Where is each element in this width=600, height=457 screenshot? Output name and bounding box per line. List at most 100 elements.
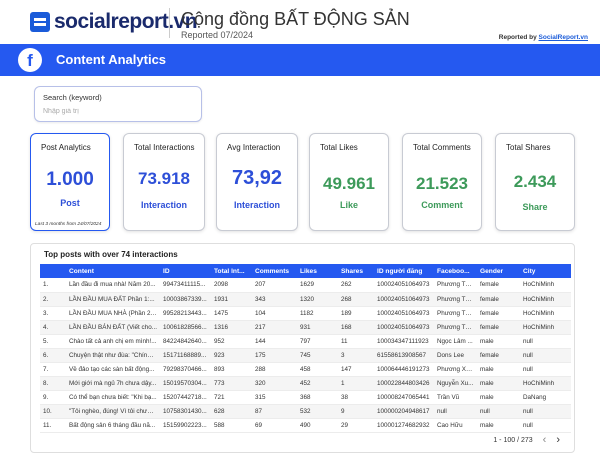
poster-id-cell: 61558613908567 bbox=[374, 348, 434, 363]
row-number: 7. bbox=[40, 362, 66, 377]
kpi-card-total-interactions[interactable]: Total Interactions 73.918 Interaction bbox=[123, 133, 205, 231]
kpi-card-total-shares[interactable]: Total Shares 2.434 Share bbox=[495, 133, 575, 231]
report-subtitle: Reported 07/2024 bbox=[181, 30, 254, 40]
top-posts-table: Content ID Total Int... Comments Likes S… bbox=[40, 264, 571, 433]
column-header-content[interactable]: Content bbox=[66, 264, 160, 278]
content-cell: Mới giới mà ngủ 7h chưa dậy... bbox=[66, 376, 160, 391]
kpi-card-post-analytics[interactable]: Post Analytics 1.000 Post Last 3 months … bbox=[30, 133, 110, 231]
poster-id-cell: 100024051064973 bbox=[374, 292, 434, 307]
city-cell: HoChiMinh bbox=[520, 306, 571, 321]
poster-id-cell: 100024051064973 bbox=[374, 278, 434, 293]
column-header-gender[interactable]: Gender bbox=[477, 264, 520, 278]
post-id-cell: 99528213443... bbox=[160, 306, 211, 321]
table-row[interactable]: 1. Lần đầu đi mua nhà! Năm 20... 994734111… bbox=[40, 278, 571, 293]
kpi-label: Post Analytics bbox=[41, 143, 91, 152]
kpi-value: 49.961 bbox=[323, 174, 375, 193]
logo-text: socialreport.vn bbox=[54, 10, 198, 33]
comments-cell: 343 bbox=[252, 292, 297, 307]
content-cell: "Tôi nghèo, đúng! Vì tôi chưa ... bbox=[66, 404, 160, 419]
column-header-poster-id[interactable]: ID người đăng bbox=[374, 264, 434, 278]
section-band: f Content Analytics bbox=[0, 44, 600, 76]
socialreport-logo[interactable]: socialreport.vn bbox=[30, 10, 198, 34]
gender-cell: female bbox=[477, 306, 520, 321]
shares-cell: 262 bbox=[338, 278, 374, 293]
comments-cell: 175 bbox=[252, 348, 297, 363]
column-header-id[interactable]: ID bbox=[160, 264, 211, 278]
city-cell: null bbox=[520, 418, 571, 433]
table-row[interactable]: 6. Chuyện thật như đùa: "Chính ... 1517116… bbox=[40, 348, 571, 363]
kpi-caption: Comment bbox=[421, 200, 463, 210]
column-header-city[interactable]: City bbox=[520, 264, 571, 278]
gender-cell: null bbox=[477, 404, 520, 419]
likes-cell: 452 bbox=[297, 376, 338, 391]
table-row[interactable]: 8. Mới giới mà ngủ 7h chưa dậy... 15019570… bbox=[40, 376, 571, 391]
kpi-label: Total Likes bbox=[320, 143, 358, 152]
kpi-card-total-comments[interactable]: Total Comments 21.523 Comment bbox=[402, 133, 482, 231]
top-posts-table-panel: Top posts with over 74 interactions Cont… bbox=[30, 243, 575, 453]
comments-cell: 288 bbox=[252, 362, 297, 377]
column-header-likes[interactable]: Likes bbox=[297, 264, 338, 278]
kpi-card-avg-interaction[interactable]: Avg Interaction 73,92 Interaction bbox=[216, 133, 298, 231]
shares-cell: 11 bbox=[338, 334, 374, 349]
poster-id-cell: 100022844803426 bbox=[374, 376, 434, 391]
total-interactions-cell: 952 bbox=[211, 334, 252, 349]
chevron-left-icon[interactable]: ‹ bbox=[542, 434, 547, 446]
table-row[interactable]: 7. Về đảo tạo các sàn bất động... 79298370… bbox=[40, 362, 571, 377]
post-id-cell: 15159902223... bbox=[160, 418, 211, 433]
gender-cell: female bbox=[477, 348, 520, 363]
table-title: Top posts with over 74 interactions bbox=[44, 250, 178, 259]
post-id-cell: 15019570304... bbox=[160, 376, 211, 391]
kpi-card-total-likes[interactable]: Total Likes 49.961 Like bbox=[309, 133, 389, 231]
facebook-name-cell: Phương Xu... bbox=[434, 362, 477, 377]
table-row[interactable]: 3. LẦN ĐẦU MUA NHÀ (Phần 2 : Đ... 99528213… bbox=[40, 306, 571, 321]
column-header-shares[interactable]: Shares bbox=[338, 264, 374, 278]
table-row[interactable]: 4. LẦN ĐẦU BÁN ĐẤT (Viết cho... 1006182856… bbox=[40, 320, 571, 335]
poster-id-cell: 100000204948617 bbox=[374, 404, 434, 419]
content-cell: Lần đầu đi mua nhà! Năm 20... bbox=[66, 278, 160, 293]
reported-by-link[interactable]: SocialReport.vn bbox=[538, 34, 588, 41]
table-row[interactable]: 10. "Tôi nghèo, đúng! Vì tôi chưa ... 1075… bbox=[40, 404, 571, 419]
shares-cell: 29 bbox=[338, 418, 374, 433]
report-header: socialreport.vn Cộng đồng BẤT ĐỘNG SẢN R… bbox=[0, 0, 600, 44]
table-row[interactable]: 5. Chào tất cả anh chị em mình!... 8422484… bbox=[40, 334, 571, 349]
total-interactions-cell: 628 bbox=[211, 404, 252, 419]
likes-cell: 797 bbox=[297, 334, 338, 349]
poster-id-cell: 100008247065441 bbox=[374, 390, 434, 405]
row-number: 3. bbox=[40, 306, 66, 321]
gender-cell: male bbox=[477, 376, 520, 391]
row-number: 8. bbox=[40, 376, 66, 391]
likes-cell: 532 bbox=[297, 404, 338, 419]
table-row[interactable]: 2. LẦN ĐẦU MUA ĐẤT Phần 1:... 10003867339.… bbox=[40, 292, 571, 307]
kpi-value: 2.434 bbox=[513, 172, 557, 191]
table-row[interactable]: 9. Có thể bạn chưa biết: "Khi bạ... 152074… bbox=[40, 390, 571, 405]
post-id-cell: 10061828566... bbox=[160, 320, 211, 335]
table-row[interactable]: 11. Bất động sản 6 tháng đầu nă... 1515990… bbox=[40, 418, 571, 433]
content-cell: Chào tất cả anh chị em mình!... bbox=[66, 334, 160, 349]
post-id-cell: 10003867339... bbox=[160, 292, 211, 307]
city-cell: HoChiMinh bbox=[520, 320, 571, 335]
facebook-name-cell: Trần Vũ bbox=[434, 390, 477, 405]
column-header-facebook[interactable]: Faceboo... bbox=[434, 264, 477, 278]
total-interactions-cell: 1931 bbox=[211, 292, 252, 307]
gender-cell: female bbox=[477, 292, 520, 307]
kpi-caption: Share bbox=[522, 202, 548, 212]
search-input[interactable] bbox=[43, 105, 193, 117]
poster-id-cell: 100064446191273 bbox=[374, 362, 434, 377]
row-number: 10. bbox=[40, 404, 66, 419]
kpi-note: Last 3 months from 24/07/2024 bbox=[35, 222, 102, 227]
kpi-caption: Post bbox=[60, 198, 80, 208]
facebook-name-cell: null bbox=[434, 404, 477, 419]
chevron-right-icon[interactable]: › bbox=[556, 434, 560, 446]
kpi-caption: Like bbox=[339, 200, 358, 210]
total-interactions-cell: 588 bbox=[211, 418, 252, 433]
column-header[interactable] bbox=[40, 264, 66, 278]
column-header-comments[interactable]: Comments bbox=[252, 264, 297, 278]
search-control[interactable]: Search (keyword) bbox=[34, 86, 202, 122]
city-cell: HoChiMinh bbox=[520, 278, 571, 293]
city-cell: null bbox=[520, 404, 571, 419]
column-header-total-interactions[interactable]: Total Int... bbox=[211, 264, 252, 278]
likes-cell: 931 bbox=[297, 320, 338, 335]
total-interactions-cell: 1475 bbox=[211, 306, 252, 321]
likes-cell: 368 bbox=[297, 390, 338, 405]
kpi-caption: Interaction bbox=[233, 200, 280, 210]
